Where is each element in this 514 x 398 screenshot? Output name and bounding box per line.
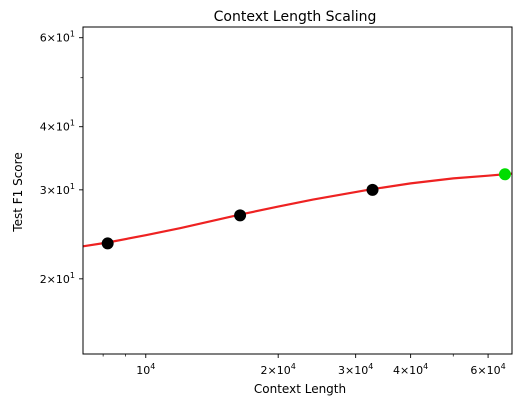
plot-frame xyxy=(82,26,513,355)
tick-label: 2×104 xyxy=(261,362,296,377)
fit-curve-line xyxy=(82,172,513,248)
tick-label: 6×101 xyxy=(40,30,75,45)
data-point xyxy=(101,237,114,250)
tick-label: 4×104 xyxy=(393,362,428,377)
tick-label: 3×104 xyxy=(338,362,373,377)
tick-label: 3×101 xyxy=(40,182,75,197)
data-point xyxy=(234,209,247,222)
plot-area: 104 2×104 3×104 4×104 6×104 2×101 3×101 4×101 6×… xyxy=(40,26,513,377)
tick-label: 2×101 xyxy=(40,271,75,286)
data-point xyxy=(498,168,511,181)
tick-label: 6×104 xyxy=(470,362,505,377)
y-axis-label: Test F1 Score xyxy=(11,152,25,232)
tick-label: 104 xyxy=(136,362,155,377)
data-point xyxy=(366,183,379,196)
chart-title: Context Length Scaling xyxy=(214,9,377,25)
tick-label: 4×101 xyxy=(40,119,75,134)
x-axis-label: Context Length xyxy=(254,382,346,396)
